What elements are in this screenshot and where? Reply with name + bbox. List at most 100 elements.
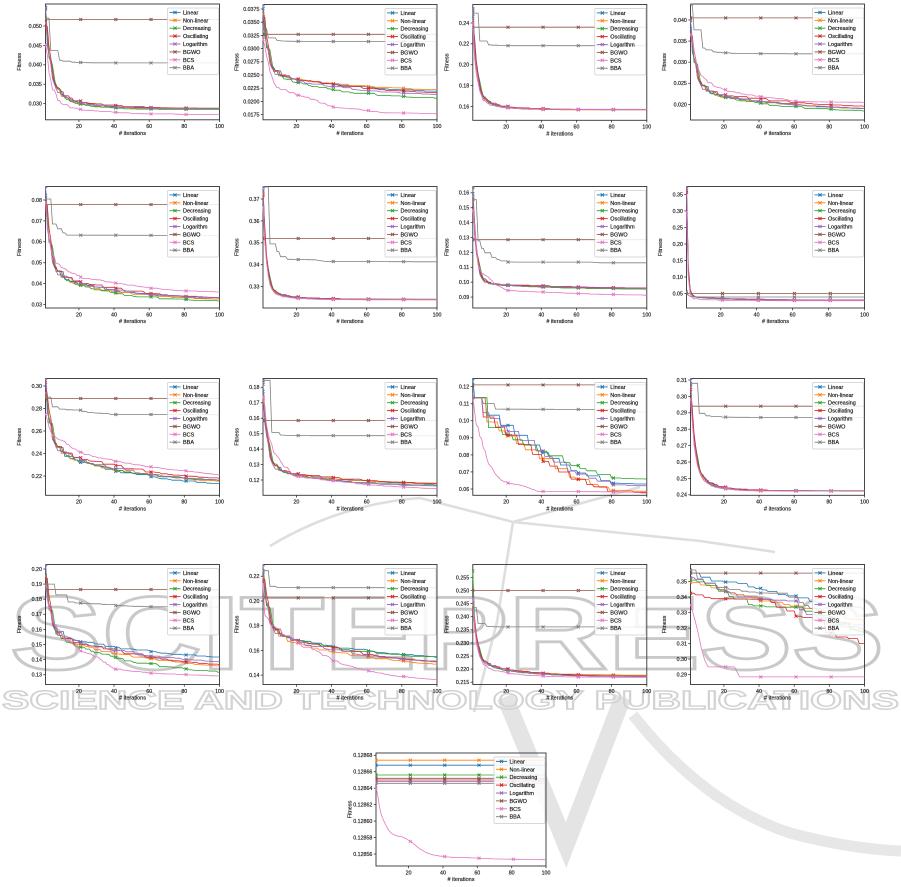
svg-text:60: 60 (146, 500, 152, 506)
svg-text:Decreasing: Decreasing (610, 209, 638, 215)
svg-text:0.040: 0.040 (29, 63, 42, 69)
svg-text:0.0225: 0.0225 (243, 86, 259, 92)
svg-text:BBA: BBA (610, 66, 621, 72)
svg-text:0.15: 0.15 (32, 642, 42, 648)
svg-text:BBA: BBA (401, 66, 412, 72)
svg-text:Logarithm: Logarithm (610, 603, 635, 609)
svg-text:40: 40 (538, 689, 544, 695)
svg-text:20: 20 (503, 312, 509, 318)
svg-text:Oscillating: Oscillating (401, 217, 426, 223)
svg-text:0.29: 0.29 (677, 411, 687, 417)
svg-text:0.0325: 0.0325 (243, 33, 259, 39)
svg-text:0.12858: 0.12858 (353, 835, 372, 841)
svg-text:BCS: BCS (401, 432, 413, 438)
svg-text:Non-linear: Non-linear (183, 18, 209, 24)
svg-text:80: 80 (609, 689, 615, 695)
svg-text:40: 40 (538, 312, 544, 318)
svg-text:Fitness: Fitness (17, 238, 23, 256)
svg-text:60: 60 (146, 124, 152, 130)
svg-text:Logarithm: Logarithm (401, 43, 426, 49)
svg-text:Linear: Linear (828, 571, 843, 577)
svg-text:Logarithm: Logarithm (610, 225, 635, 231)
svg-text:80: 80 (509, 870, 515, 876)
svg-text:Oscillating: Oscillating (610, 409, 635, 415)
svg-text:0.22: 0.22 (32, 474, 42, 480)
svg-text:BGWO: BGWO (183, 50, 201, 56)
svg-text:0.12: 0.12 (459, 385, 469, 391)
svg-text:# iterations: # iterations (119, 506, 146, 512)
svg-text:BBA: BBA (828, 66, 839, 72)
svg-text:0.18: 0.18 (459, 84, 469, 90)
svg-text:0.17: 0.17 (32, 612, 42, 618)
svg-text:0.235: 0.235 (456, 628, 469, 634)
svg-text:40: 40 (756, 124, 762, 130)
svg-text:0.26: 0.26 (677, 460, 687, 466)
svg-text:Logarithm: Logarithm (828, 417, 853, 423)
svg-text:BBA: BBA (401, 440, 412, 446)
svg-text:0.245: 0.245 (456, 602, 469, 608)
svg-text:0.030: 0.030 (674, 60, 687, 66)
svg-text:Non-linear: Non-linear (510, 767, 536, 773)
svg-text:0.12: 0.12 (249, 478, 259, 484)
svg-text:Non-linear: Non-linear (828, 18, 854, 24)
svg-text:BBA: BBA (610, 626, 621, 632)
svg-text:80: 80 (826, 312, 832, 318)
svg-text:100: 100 (860, 500, 869, 506)
svg-text:0.30: 0.30 (677, 657, 687, 663)
svg-text:BBA: BBA (183, 626, 194, 632)
svg-text:0.05: 0.05 (32, 261, 42, 267)
svg-text:Linear: Linear (610, 385, 625, 391)
svg-text:Logarithm: Logarithm (401, 417, 426, 423)
svg-text:0.28: 0.28 (32, 406, 42, 412)
svg-text:0.15: 0.15 (459, 206, 469, 212)
svg-text:Non-linear: Non-linear (183, 579, 209, 585)
svg-text:Oscillating: Oscillating (828, 217, 853, 223)
svg-text:BBA: BBA (401, 626, 412, 632)
svg-text:20: 20 (76, 689, 82, 695)
svg-text:0.15: 0.15 (249, 432, 259, 438)
svg-text:BCS: BCS (510, 807, 522, 813)
svg-text:# iterations: # iterations (764, 696, 791, 702)
svg-text:0.18: 0.18 (249, 624, 259, 630)
svg-text:Linear: Linear (610, 571, 625, 577)
svg-text:Fitness: Fitness (235, 53, 241, 71)
svg-text:Decreasing: Decreasing (510, 775, 538, 781)
svg-text:20: 20 (406, 870, 412, 876)
svg-text:BBA: BBA (610, 248, 621, 254)
svg-text:BGWO: BGWO (828, 232, 846, 238)
svg-text:Fitness: Fitness (444, 238, 450, 256)
svg-text:0.16: 0.16 (249, 416, 259, 422)
svg-text:Non-linear: Non-linear (610, 19, 636, 25)
svg-text:0.34: 0.34 (249, 263, 259, 269)
svg-text:80: 80 (609, 125, 615, 131)
svg-text:20: 20 (293, 500, 299, 506)
svg-text:0.025: 0.025 (674, 81, 687, 87)
svg-text:BBA: BBA (828, 440, 839, 446)
svg-text:# iterations: # iterations (762, 319, 789, 325)
svg-text:Logarithm: Logarithm (401, 225, 426, 231)
svg-text:Non-linear: Non-linear (610, 579, 636, 585)
svg-text:Decreasing: Decreasing (828, 26, 856, 32)
svg-text:BGWO: BGWO (828, 610, 846, 616)
svg-text:BCS: BCS (610, 432, 622, 438)
svg-text:Fitness: Fitness (348, 800, 354, 818)
svg-text:0.03: 0.03 (32, 302, 42, 308)
svg-text:100: 100 (642, 689, 651, 695)
svg-text:60: 60 (474, 870, 480, 876)
svg-text:60: 60 (574, 689, 580, 695)
svg-text:# iterations: # iterations (448, 877, 475, 883)
svg-text:80: 80 (826, 124, 832, 130)
svg-text:BCS: BCS (183, 240, 195, 246)
svg-text:Oscillating: Oscillating (828, 409, 853, 415)
svg-text:0.30: 0.30 (677, 394, 687, 400)
svg-text:Fitness: Fitness (235, 428, 241, 446)
svg-text:0.31: 0.31 (677, 378, 687, 384)
svg-text:0.24: 0.24 (677, 493, 687, 499)
svg-text:80: 80 (399, 500, 405, 506)
svg-text:40: 40 (538, 500, 544, 506)
svg-text:Oscillating: Oscillating (610, 35, 635, 41)
svg-text:0.22: 0.22 (459, 42, 469, 48)
svg-text:100: 100 (642, 312, 651, 318)
svg-text:Decreasing: Decreasing (610, 587, 638, 593)
svg-text:100: 100 (433, 312, 442, 318)
